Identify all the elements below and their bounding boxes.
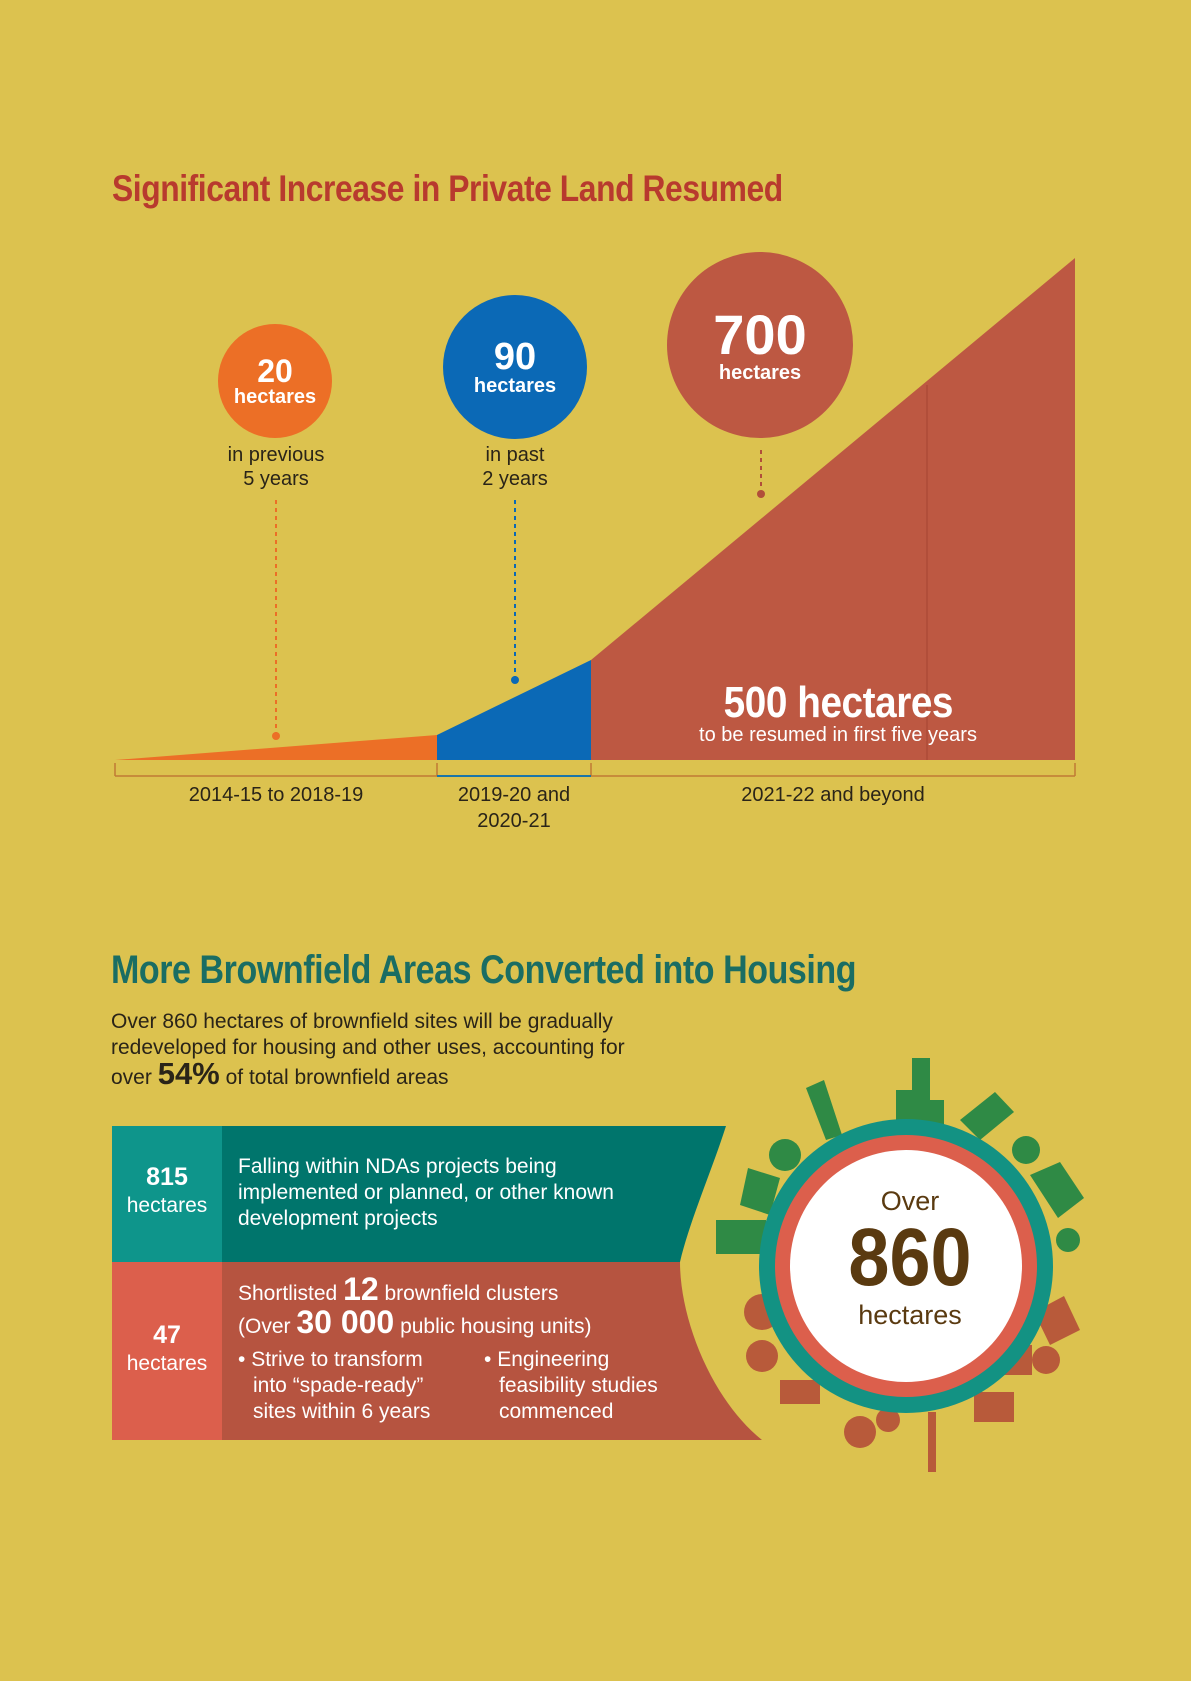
row1-description: Falling within NDAs projects being imple… <box>238 1154 678 1232</box>
highlight-subtitle: to be resumed in first five years <box>699 724 977 746</box>
area-segment-2014-2019 <box>115 735 437 760</box>
area-segment-2019-2021 <box>437 660 591 760</box>
row2-a-pre: Shortlisted <box>238 1282 338 1305</box>
intro-line: redeveloped for housing and other uses, … <box>111 1036 625 1059</box>
row1-value: 815 <box>146 1163 188 1191</box>
intro-line: Over 860 hectares of brownfield sites wi… <box>111 1010 613 1033</box>
city-skyline-decoration <box>716 1058 1084 1254</box>
row2-heading-line2: (Over 30 000 public housing units) <box>238 1306 698 1340</box>
ring-value: 860 <box>848 1212 972 1303</box>
caption-line: in previous <box>227 444 325 466</box>
highlight-500-hectares: 500 hectares to be resumed in first five… <box>593 678 1083 747</box>
row1-line: Falling within NDAs projects being <box>238 1155 557 1178</box>
ring-unit: hectares <box>858 1300 962 1330</box>
row1-unit: hectares <box>126 1194 208 1217</box>
section1-title: Significant Increase in Private Land Res… <box>112 168 783 209</box>
period-label-1: 2014-15 to 2018-19 <box>156 782 396 808</box>
row2-b-pre: (Over <box>238 1315 291 1338</box>
ring-label: Over 860 hectares <box>820 1186 1000 1330</box>
row1-line: implemented or planned, or other known <box>238 1181 614 1204</box>
row2-number: 47 hectares <box>112 1322 222 1377</box>
caption-line: 2 years <box>482 468 548 490</box>
row1-line: development projects <box>238 1207 438 1230</box>
row2-bullet-1: • Strive to transform into “spade-ready”… <box>238 1347 458 1425</box>
row2-text-bg <box>222 1262 762 1440</box>
intro-post: of total brownfield areas <box>225 1066 449 1089</box>
ring-inner <box>790 1150 1022 1382</box>
ring-over: Over <box>880 1186 940 1216</box>
intro-pre: over <box>111 1066 152 1089</box>
leader-700-dot <box>757 490 765 498</box>
bubble-90-hectares: 90 hectares <box>443 295 587 439</box>
row2-number-bg <box>112 1262 222 1440</box>
leader-20-dot <box>272 732 280 740</box>
area-segment-2021-beyond <box>591 258 1075 760</box>
leader-90-dot <box>511 676 519 684</box>
bubble-unit: hectares <box>233 386 317 408</box>
caption-line: in past <box>485 444 545 466</box>
section2-title: More Brownfield Areas Converted into Hou… <box>111 948 857 992</box>
intro-line: over 54% of total brownfield areas <box>111 1058 671 1091</box>
bubble-value: 90 <box>493 336 537 378</box>
highlight-value: 500 hectares <box>723 678 953 727</box>
row2-bullet-2: • Engineering feasibility studies commen… <box>484 1347 704 1425</box>
period-line: 2020-21 <box>477 810 551 832</box>
row1-number-bg <box>112 1126 222 1262</box>
bubble-90-caption: in past 2 years <box>435 443 595 491</box>
period-line: 2019-20 and <box>457 784 571 806</box>
period-line: 2014-15 to 2018-19 <box>188 784 364 806</box>
bubble-20-hectares: 20 hectares <box>218 324 332 438</box>
caption-line: 5 years <box>243 468 309 490</box>
bullet-line: commenced <box>499 1400 614 1423</box>
period-axis <box>114 763 1076 777</box>
row2-a-post: brownfield clusters <box>384 1282 559 1305</box>
period-label-3: 2021-22 and beyond <box>713 782 953 808</box>
bullet-line: sites within 6 years <box>253 1400 431 1423</box>
bullet-icon: • <box>238 1348 252 1371</box>
row2-value: 47 <box>153 1321 181 1349</box>
bullet-line: into “spade-ready” <box>253 1374 424 1397</box>
row2-b-post: public housing units) <box>400 1315 592 1338</box>
row1-number: 815 hectares <box>112 1164 222 1219</box>
row2-clusters-count: 12 <box>343 1271 379 1307</box>
period-label-2: 2019-20 and 2020-21 <box>424 782 604 834</box>
bullet-icon: • <box>484 1348 498 1371</box>
row1-text-bg <box>222 1126 726 1262</box>
bullet-line: Strive to transform <box>251 1348 423 1371</box>
bullet-line: feasibility studies <box>499 1374 658 1397</box>
section2-intro: Over 860 hectares of brownfield sites wi… <box>111 1009 671 1091</box>
bubble-unit: hectares <box>718 362 802 384</box>
row2-units-count: 30 000 <box>296 1304 395 1340</box>
bubble-700-hectares: 700 hectares <box>667 252 853 438</box>
period-line: 2021-22 and beyond <box>741 784 925 806</box>
row2-heading-line1: Shortlisted 12 brownfield clusters <box>238 1273 698 1307</box>
bubble-value: 700 <box>713 303 807 366</box>
intro-percentage: 54% <box>157 1056 220 1091</box>
row2-unit: hectares <box>126 1352 208 1375</box>
bubble-20-caption: in previous 5 years <box>196 443 356 491</box>
bubble-unit: hectares <box>473 375 557 397</box>
bubble-value: 20 <box>257 353 293 389</box>
bullet-line: Engineering <box>497 1348 610 1371</box>
